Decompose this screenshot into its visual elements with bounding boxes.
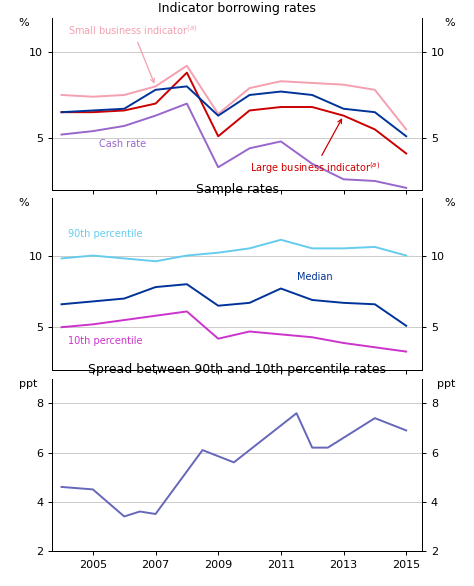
- Text: Large business indicator$^{(a)}$: Large business indicator$^{(a)}$: [249, 120, 380, 176]
- Text: %: %: [19, 198, 29, 208]
- Title: Spread between 90th and 10th percentile rates: Spread between 90th and 10th percentile …: [88, 363, 386, 376]
- Title: Indicator borrowing rates: Indicator borrowing rates: [158, 2, 316, 15]
- Text: ppt: ppt: [19, 379, 37, 389]
- Text: %: %: [445, 18, 455, 28]
- Text: %: %: [19, 18, 29, 28]
- Text: 10th percentile: 10th percentile: [68, 336, 142, 346]
- Text: Cash rate: Cash rate: [99, 139, 146, 149]
- Text: ppt: ppt: [437, 379, 455, 389]
- Text: 90th percentile: 90th percentile: [68, 229, 142, 239]
- Text: Median: Median: [297, 272, 332, 282]
- Title: Sample rates: Sample rates: [195, 183, 279, 196]
- Text: Small business indicator$^{(a)}$: Small business indicator$^{(a)}$: [68, 23, 198, 83]
- Text: %: %: [445, 198, 455, 208]
